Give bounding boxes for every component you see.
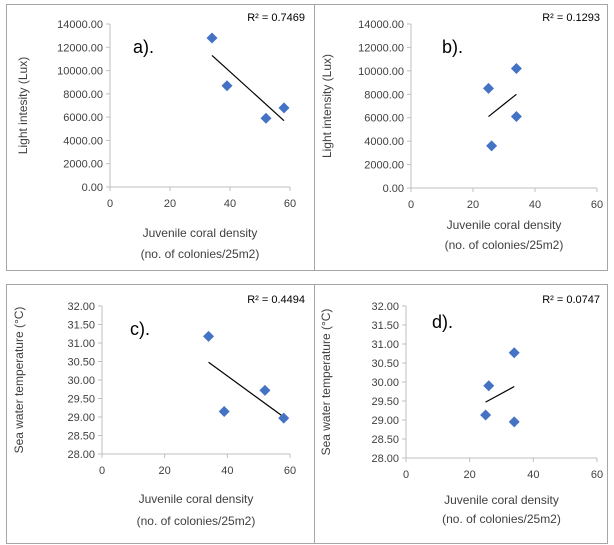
data-point-marker — [483, 82, 494, 94]
chart-panel-d: 28.00 28.50 29.00 29.50 30.00 30.50 31.00 31.50… — [314, 284, 608, 544]
data-point-marker — [259, 384, 271, 396]
y-tick-label: 30.00 — [67, 375, 95, 387]
x-axis-label: Juvenile coral density — [143, 226, 258, 240]
r-squared-label: R² = 0.4494 — [247, 294, 305, 306]
x-axis-label: Juvenile coral density — [444, 493, 559, 507]
y-tick-label: 2000.00 — [364, 160, 404, 172]
chart-d-svg: 28.00 28.50 29.00 29.50 30.00 30.50 31.00 31.50… — [319, 294, 603, 526]
chart-panel-b: 0.00 2000.00 4000.00 6000.00 8000.00 10000.00… — [314, 4, 608, 271]
y-tick-label: 31.50 — [67, 320, 95, 332]
x-axis-label: Juvenile coral density — [447, 218, 562, 232]
x-tick-label: 0 — [403, 469, 409, 481]
chart-a-svg: 0.00 2000.00 4000.00 6000.00 8000.00 10000.00… — [16, 12, 305, 261]
y-tick-label: 8000.00 — [63, 89, 103, 101]
x-axis-label: (no. of colonies/25m2) — [442, 512, 561, 526]
y-tick-label: 4000.00 — [63, 135, 103, 147]
data-point-marker — [508, 347, 520, 359]
x-tick-label: 20 — [464, 469, 476, 481]
y-tick-label: 29.50 — [67, 394, 95, 406]
x-tick-label: 40 — [221, 465, 233, 477]
y-tick-label: 31.50 — [371, 320, 399, 332]
x-tick-label: 60 — [284, 198, 296, 210]
data-point-marker — [483, 380, 495, 392]
y-axis-label: Sea water temperature (°C) — [12, 307, 26, 454]
data-point-marker — [278, 412, 290, 424]
trendline — [208, 361, 285, 418]
y-axis-label: Light intesity (Lux) — [16, 57, 30, 154]
chart-panel-c: 28.00 28.50 29.00 29.50 30.00 30.50 31.00 31.50… — [6, 284, 315, 544]
trendline — [488, 93, 517, 118]
x-tick-label: 40 — [527, 469, 539, 481]
y-tick-label: 12000.00 — [57, 42, 103, 54]
r-squared-label: R² = 0.0747 — [542, 294, 600, 306]
x-tick-label: 40 — [224, 198, 236, 210]
x-tick-label: 0 — [408, 199, 414, 211]
data-point-marker — [508, 416, 520, 428]
y-tick-label: 31.00 — [67, 338, 95, 350]
panel-label: c). — [130, 319, 150, 339]
y-tick-label: 6000.00 — [364, 113, 404, 125]
y-tick-label: 0.00 — [82, 182, 103, 194]
x-tick-label: 60 — [591, 199, 603, 211]
y-tick-label: 0.00 — [383, 183, 404, 195]
y-tick-label: 29.00 — [371, 415, 399, 427]
y-tick-label: 10000.00 — [358, 66, 404, 78]
y-tick-label: 4000.00 — [364, 136, 404, 148]
y-axis-label: Light intensity (Lux) — [320, 54, 334, 158]
y-tick-label: 28.50 — [371, 434, 399, 446]
chart-panel-a: 0.00 2000.00 4000.00 6000.00 8000.00 10000.00… — [6, 4, 315, 271]
y-tick-label: 28.00 — [371, 453, 399, 465]
data-point-marker — [206, 32, 218, 44]
panel-label: b). — [442, 37, 463, 57]
y-tick-label: 14000.00 — [358, 19, 404, 31]
y-tick-label: 29.00 — [67, 412, 95, 424]
x-tick-label: 20 — [467, 199, 479, 211]
r-squared-label: R² = 0.7469 — [247, 12, 305, 24]
data-point-marker — [260, 112, 272, 124]
x-tick-label: 40 — [529, 199, 541, 211]
data-point-marker — [218, 405, 230, 417]
chart-c-svg: 28.00 28.50 29.00 29.50 30.00 30.50 31.00 31.50… — [12, 294, 305, 528]
data-point-marker — [510, 63, 522, 75]
y-tick-label: 30.50 — [371, 358, 399, 370]
y-tick-label: 28.00 — [67, 449, 95, 461]
x-tick-label: 0 — [107, 198, 113, 210]
y-tick-label: 6000.00 — [63, 112, 103, 124]
x-axis-label: Juvenile coral density — [139, 492, 254, 506]
data-point-marker — [480, 409, 492, 421]
y-tick-label: 8000.00 — [364, 89, 404, 101]
x-tick-label: 60 — [591, 469, 603, 481]
data-point-marker — [278, 102, 290, 114]
y-tick-label: 30.00 — [371, 377, 399, 389]
panel-label: a). — [133, 37, 154, 57]
data-point-marker — [221, 80, 233, 92]
r-squared-label: R² = 0.1293 — [542, 12, 600, 24]
data-point-marker — [510, 111, 522, 123]
y-tick-label: 32.00 — [67, 301, 95, 313]
chart-b-svg: 0.00 2000.00 4000.00 6000.00 8000.00 10000.00… — [320, 12, 603, 252]
data-point-marker — [486, 140, 498, 152]
y-tick-label: 12000.00 — [358, 42, 404, 54]
trendline — [211, 54, 285, 122]
y-tick-label: 31.00 — [371, 339, 399, 351]
x-tick-label: 60 — [284, 465, 296, 477]
x-axis-label: (no. of colonies/25m2) — [445, 238, 564, 252]
x-tick-label: 20 — [159, 465, 171, 477]
y-tick-label: 32.00 — [371, 301, 399, 313]
panel-label: d). — [432, 312, 453, 332]
y-axis-label: Sea water temperature (°C) — [319, 309, 333, 456]
y-tick-label: 14000.00 — [57, 19, 103, 31]
y-tick-label: 2000.00 — [63, 159, 103, 171]
data-point-marker — [203, 330, 215, 342]
x-axis-label: (no. of colonies/25m2) — [141, 247, 260, 261]
x-tick-label: 20 — [164, 198, 176, 210]
x-axis-label: (no. of colonies/25m2) — [137, 514, 256, 528]
y-tick-label: 29.50 — [371, 396, 399, 408]
y-tick-label: 10000.00 — [57, 66, 103, 78]
trendline — [485, 386, 515, 403]
x-tick-label: 0 — [99, 465, 105, 477]
y-tick-label: 30.50 — [67, 357, 95, 369]
y-tick-label: 28.50 — [67, 431, 95, 443]
